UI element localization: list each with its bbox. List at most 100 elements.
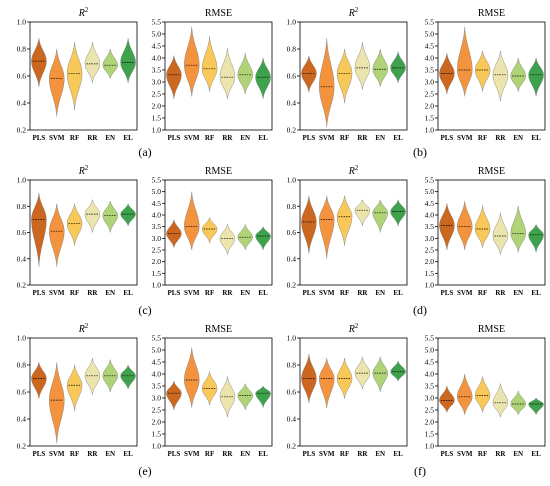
x-tick-label: RF — [340, 450, 349, 458]
axes-frame — [164, 337, 273, 447]
y-tick-label: 5.5 — [425, 334, 435, 343]
violin-pls — [166, 381, 182, 411]
violin-el — [390, 199, 406, 226]
violin-svm — [49, 362, 65, 444]
figure-d-r2-panel: R2 0.2 0.4 0.6 0.8 1.0 PLS SVM RF RR EN EL — [287, 164, 408, 297]
violin-svm — [457, 373, 473, 415]
y-tick-label: 0.4 — [287, 99, 297, 108]
violin-rf — [474, 376, 491, 413]
y-tick-label: 3.0 — [152, 394, 162, 403]
violin-rr — [492, 383, 509, 418]
axes-frame — [437, 179, 546, 286]
violin-svm — [184, 191, 200, 251]
y-tick-label: 1.0 — [425, 126, 435, 135]
violin-en — [510, 57, 526, 92]
violin-pls — [439, 385, 455, 413]
y-tick-label: 4.5 — [425, 42, 435, 51]
axes-frame — [29, 337, 138, 447]
y-tick-label: 1.5 — [425, 114, 435, 123]
violin-el — [255, 225, 271, 251]
subfigure-label: (a) — [138, 145, 151, 159]
axes-frame — [164, 21, 273, 131]
y-tick-label: 5.0 — [425, 187, 435, 196]
violin-en — [372, 199, 388, 233]
x-tick-label: EN — [105, 289, 115, 297]
x-tick-label: RR — [495, 450, 506, 458]
panel-title-superscript: 2 — [85, 322, 89, 330]
x-tick-label: SVM — [184, 289, 200, 297]
panel-title-base: R — [348, 324, 355, 335]
violin-rr — [84, 358, 101, 395]
panel-title: R2 — [348, 6, 359, 19]
figure-f-r2-panel: R2 0.2 0.4 0.6 0.8 1.0 PLS SVM RF RR EN EL — [287, 322, 408, 458]
y-tick-label: 5.0 — [152, 346, 162, 355]
y-tick-label: 1.0 — [152, 281, 162, 290]
violin-pls — [166, 55, 182, 99]
y-tick-label: 5.5 — [152, 334, 162, 343]
y-tick-label: 0.6 — [287, 228, 297, 237]
y-tick-label: 1.5 — [152, 114, 162, 123]
violin-svm — [184, 347, 200, 408]
x-tick-label: SVM — [184, 450, 200, 458]
panel-title-superscript: 2 — [85, 6, 89, 14]
x-tick-label: EN — [375, 450, 385, 458]
x-tick-label: EL — [393, 134, 403, 142]
y-tick-label: 2.5 — [425, 90, 435, 99]
x-tick-label: RR — [222, 289, 233, 297]
y-tick-label: 0.8 — [287, 45, 297, 54]
x-tick-label: RR — [495, 289, 506, 297]
y-tick-label: 5.5 — [152, 18, 162, 27]
y-tick-label: 4.5 — [152, 199, 162, 208]
violin-el — [255, 385, 271, 408]
subfigure-label: (d) — [413, 303, 427, 317]
x-tick-label: EL — [123, 450, 133, 458]
violin-svm — [319, 195, 335, 259]
panel-title-base: R — [348, 8, 355, 19]
y-tick-label: 3.5 — [425, 222, 435, 231]
y-tick-label: 3.5 — [152, 222, 162, 231]
panel-title: RMSE — [205, 324, 232, 335]
panel-title: R2 — [348, 164, 359, 177]
x-tick-label: RR — [357, 134, 368, 142]
y-tick-label: 2.0 — [425, 102, 435, 111]
x-tick-label: EL — [531, 289, 541, 297]
x-tick-label: RF — [205, 289, 214, 297]
axes-frame — [29, 179, 138, 286]
x-tick-label: EL — [123, 134, 133, 142]
x-tick-label: SVM — [457, 289, 473, 297]
y-tick-label: 4.0 — [425, 370, 435, 379]
x-tick-label: PLS — [440, 289, 453, 297]
y-tick-label: 0.4 — [17, 99, 27, 108]
violin-svm — [457, 26, 473, 97]
y-tick-label: 5.0 — [425, 30, 435, 39]
panel-title: R2 — [348, 322, 359, 335]
y-tick-label: 1.0 — [425, 281, 435, 290]
y-tick-label: 0.8 — [287, 361, 297, 370]
violin-pls — [439, 203, 455, 251]
y-tick-label: 4.5 — [152, 358, 162, 367]
violin-el — [120, 203, 136, 226]
x-tick-label: SVM — [319, 450, 335, 458]
violin-rr — [84, 199, 101, 233]
violin-en — [237, 383, 253, 411]
violin-rf — [201, 36, 218, 92]
x-tick-label: EL — [531, 450, 541, 458]
x-tick-label: EL — [258, 289, 268, 297]
axes-frame — [299, 337, 408, 447]
violin-rr — [354, 199, 371, 226]
panel-title: R2 — [78, 322, 89, 335]
x-tick-label: PLS — [302, 289, 315, 297]
x-tick-label: SVM — [319, 289, 335, 297]
x-tick-label: PLS — [32, 450, 45, 458]
violin-rf — [66, 364, 83, 411]
violin-en — [102, 200, 118, 233]
y-tick-label: 0.2 — [287, 442, 297, 451]
y-tick-label: 5.5 — [152, 176, 162, 185]
y-tick-label: 1.5 — [152, 430, 162, 439]
y-tick-label: 2.5 — [152, 90, 162, 99]
violin-svm — [49, 203, 65, 267]
figure-c-r2-panel: R2 0.2 0.4 0.6 0.8 1.0 PLS SVM RF RR EN EL — [17, 164, 138, 297]
panel-title: R2 — [78, 6, 89, 19]
y-tick-label: 0.8 — [17, 361, 27, 370]
